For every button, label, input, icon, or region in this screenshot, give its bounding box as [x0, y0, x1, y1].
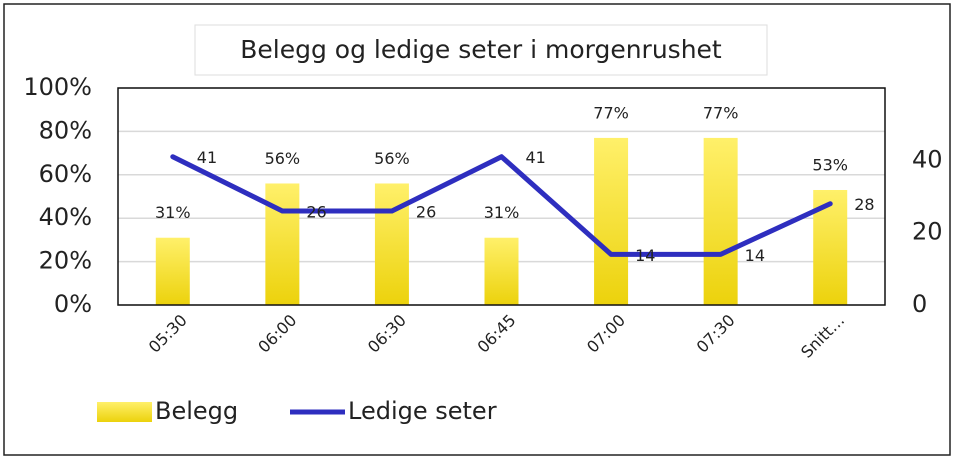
- data-label: 31%: [484, 203, 520, 222]
- y2-tick-label: 40: [912, 145, 943, 173]
- y-tick-label: 20%: [39, 247, 92, 275]
- data-label: 56%: [374, 149, 410, 168]
- legend-swatch: [97, 402, 152, 422]
- data-label: 77%: [593, 103, 629, 122]
- line: [170, 154, 833, 257]
- data-label: 53%: [812, 155, 848, 174]
- y-tick-label: 0%: [54, 290, 92, 318]
- data-label: 26: [416, 202, 436, 221]
- y-tick-label: 40%: [39, 203, 92, 231]
- data-label: 14: [635, 246, 655, 265]
- data-label: 41: [526, 148, 546, 167]
- data-label: 41: [197, 148, 217, 167]
- data-label: 31%: [155, 203, 191, 222]
- data-label: 28: [854, 195, 874, 214]
- bar: [265, 183, 300, 305]
- bar: [594, 137, 629, 305]
- y-tick-label: 100%: [23, 73, 92, 101]
- bar: [484, 237, 519, 305]
- plot-border: [117, 87, 886, 306]
- bar: [703, 137, 738, 305]
- y-tick-label: 60%: [39, 160, 92, 188]
- data-label: 56%: [265, 149, 301, 168]
- title-box: [194, 24, 768, 76]
- legend-label: Ledige seter: [348, 397, 497, 425]
- bar: [155, 237, 190, 305]
- data-label: 77%: [703, 103, 739, 122]
- y2-tick-label: 20: [912, 218, 943, 246]
- y2-tick-label: 0: [912, 290, 927, 318]
- data-label: 26: [306, 202, 326, 221]
- legend-label: Belegg: [155, 397, 238, 425]
- y-tick-label: 80%: [39, 116, 92, 144]
- bar: [374, 183, 409, 305]
- chart-border: [3, 3, 951, 456]
- chart-title: Belegg og ledige seter i morgenrushet: [240, 35, 722, 64]
- data-label: 14: [745, 246, 765, 265]
